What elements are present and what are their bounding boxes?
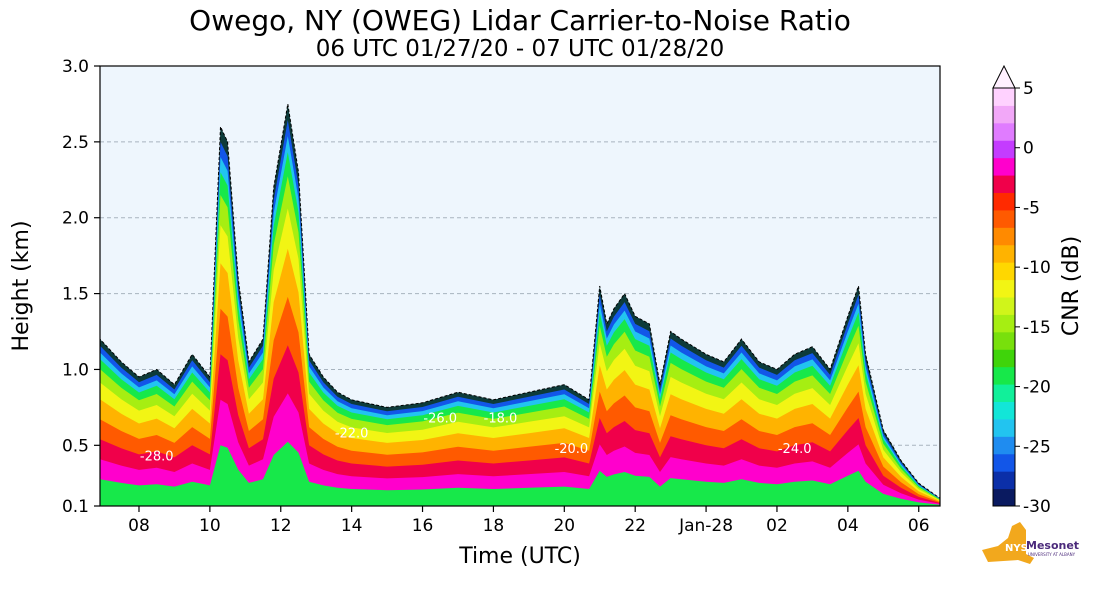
- chart-title: Owego, NY (OWEG) Lidar Carrier-to-Noise …: [189, 4, 851, 37]
- colorbar-segment: [993, 262, 1015, 281]
- x-tick-label: Jan-28: [678, 516, 733, 536]
- ny-state-shape-icon: [982, 522, 1034, 564]
- colorbar-segment: [993, 349, 1015, 368]
- colorbar-segment: [993, 297, 1015, 315]
- contour-label: -28.0: [140, 449, 174, 464]
- colorbar-segment: [993, 244, 1015, 263]
- colorbar-segment: [993, 122, 1015, 141]
- y-tick-label: 2.0: [62, 209, 89, 229]
- logo-prefix: NYS: [1005, 543, 1028, 554]
- x-tick-label: 02: [766, 516, 788, 536]
- colorbar-segment: [993, 105, 1015, 124]
- y-tick-label: 3.0: [62, 57, 89, 77]
- colorbar-segment: [993, 384, 1015, 402]
- logo-sub: UNIVERSITY AT ALBANY: [1028, 552, 1076, 557]
- colorbar-label: CNR (dB): [1059, 236, 1084, 336]
- colorbar-segment: [993, 453, 1015, 472]
- colorbar-segment: [993, 175, 1015, 193]
- x-axis-label: Time (UTC): [458, 544, 581, 569]
- colorbar-tick-label: 0: [1023, 139, 1034, 159]
- colorbar-segment: [993, 209, 1015, 228]
- x-tick-label: 14: [341, 516, 363, 536]
- x-tick-label: 22: [624, 516, 646, 536]
- colorbar-segment: [993, 401, 1015, 420]
- y-tick-label: 0.5: [62, 436, 89, 456]
- x-tick-label: 10: [199, 516, 221, 536]
- colorbar-segment: [993, 314, 1015, 333]
- cnr-band-9: [100, 393, 940, 506]
- colorbar-tick-label: -10: [1023, 258, 1051, 278]
- contour-label: -24.0: [778, 442, 812, 457]
- colorbar-tick-label: -15: [1023, 318, 1051, 338]
- colorbar-segment: [993, 418, 1015, 437]
- x-tick-label: 08: [128, 516, 150, 536]
- colorbar-segment: [993, 157, 1015, 176]
- cnr-band-10: [100, 441, 940, 506]
- colorbar-segment: [993, 88, 1015, 106]
- x-tick-label: 18: [483, 516, 505, 536]
- x-tick-label: 12: [270, 516, 292, 536]
- y-tick-label: 1.5: [62, 285, 89, 305]
- colorbar-segment: [993, 192, 1015, 211]
- colorbar-tick-label: -25: [1023, 437, 1051, 457]
- colorbar-frame: [992, 87, 1016, 507]
- x-tick-label: 06: [908, 516, 930, 536]
- plot-frame: [99, 65, 941, 507]
- x-tick-label: 16: [412, 516, 434, 536]
- colorbar-tick-label: -30: [1023, 497, 1051, 517]
- x-tick-label: 20: [553, 516, 575, 536]
- chart-subtitle: 06 UTC 01/27/20 - 07 UTC 01/28/20: [315, 36, 725, 62]
- colorbar-tick-label: -5: [1023, 198, 1040, 218]
- contour-label: -18.0: [484, 412, 518, 427]
- contour-label: -22.0: [335, 427, 369, 442]
- colorbar-segment: [993, 471, 1015, 490]
- y-axis-label: Height (km): [9, 220, 34, 351]
- y-tick-label: 2.5: [62, 133, 89, 153]
- colorbar-segment: [993, 331, 1015, 350]
- logo-main: Mesonet: [1026, 539, 1079, 552]
- y-tick-label: 0.1: [62, 497, 89, 517]
- colorbar-extend-arrow: [992, 64, 1016, 89]
- contour-label: -20.0: [555, 442, 589, 457]
- x-tick-label: 04: [837, 516, 859, 536]
- colorbar-tick-label: 5: [1023, 79, 1034, 99]
- colorbar-tick-label: -20: [1023, 378, 1051, 398]
- colorbar-segment: [993, 140, 1015, 159]
- colorbar-segment: [993, 436, 1015, 455]
- colorbar-segment: [993, 488, 1015, 507]
- contour-label: -26.0: [423, 412, 457, 427]
- colorbar-segment: [993, 227, 1015, 246]
- colorbar-segment: [993, 279, 1015, 298]
- colorbar-segment: [993, 366, 1015, 385]
- nys-mesonet-logo: NYS Mesonet UNIVERSITY AT ALBANY: [982, 522, 1079, 564]
- y-tick-label: 1.0: [62, 360, 89, 380]
